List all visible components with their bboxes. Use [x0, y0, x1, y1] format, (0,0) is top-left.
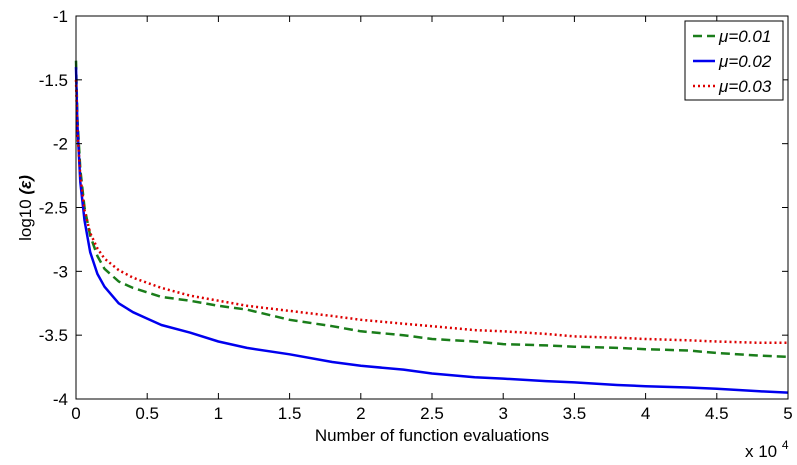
y-tick-label: -2 — [53, 135, 68, 154]
y-axis-ticks: -4 -3.5 -3 -2.5 -2 -1.5 -1 — [39, 7, 788, 409]
x-tick-label: 1.5 — [278, 404, 302, 423]
x-tick-label: 3 — [498, 404, 507, 423]
y-axis-title-symbol: (ε) — [16, 175, 35, 195]
y-tick-label: -1 — [53, 7, 68, 26]
y-tick-label: -2.5 — [39, 199, 68, 218]
y-tick-label: -4 — [53, 390, 68, 409]
x-axis-multiplier: x 10 4 — [745, 438, 789, 461]
legend: μ=0.01 μ=0.02 μ=0.03 — [684, 20, 784, 101]
x-tick-label: 1 — [214, 404, 223, 423]
x-tick-label: 3.5 — [563, 404, 587, 423]
x-axis-title: Number of function evaluations — [315, 426, 549, 445]
series-line-mu-002 — [74, 67, 789, 394]
x-axis-multiplier-base: x 10 — [745, 442, 777, 461]
x-axis-ticks: 0 0.5 1 1.5 2 2.5 3 3.5 4 4.5 5 — [71, 16, 793, 423]
legend-label-mu-001: μ=0.01 — [718, 27, 771, 46]
x-tick-label: 2 — [356, 404, 365, 423]
y-tick-label: -3 — [53, 262, 68, 281]
series-layer — [74, 60, 789, 394]
y-tick-label: -3.5 — [39, 326, 68, 345]
y-tick-label: -1.5 — [39, 71, 68, 90]
y-axis-title-text: log10 — [16, 199, 35, 241]
legend-label-mu-002: μ=0.02 — [718, 52, 772, 71]
x-tick-label: 0 — [71, 404, 80, 423]
y-axis-title: log10 (ε) — [16, 175, 35, 241]
x-tick-label: 2.5 — [420, 404, 444, 423]
x-axis-multiplier-exponent: 4 — [782, 438, 789, 452]
x-tick-label: 4.5 — [705, 404, 729, 423]
x-tick-label: 5 — [783, 404, 792, 423]
x-tick-label: 0.5 — [135, 404, 159, 423]
legend-label-mu-003: μ=0.03 — [718, 77, 772, 96]
series-line-mu-001 — [74, 60, 789, 359]
series-line-mu-003 — [74, 79, 788, 345]
x-tick-label: 4 — [641, 404, 650, 423]
